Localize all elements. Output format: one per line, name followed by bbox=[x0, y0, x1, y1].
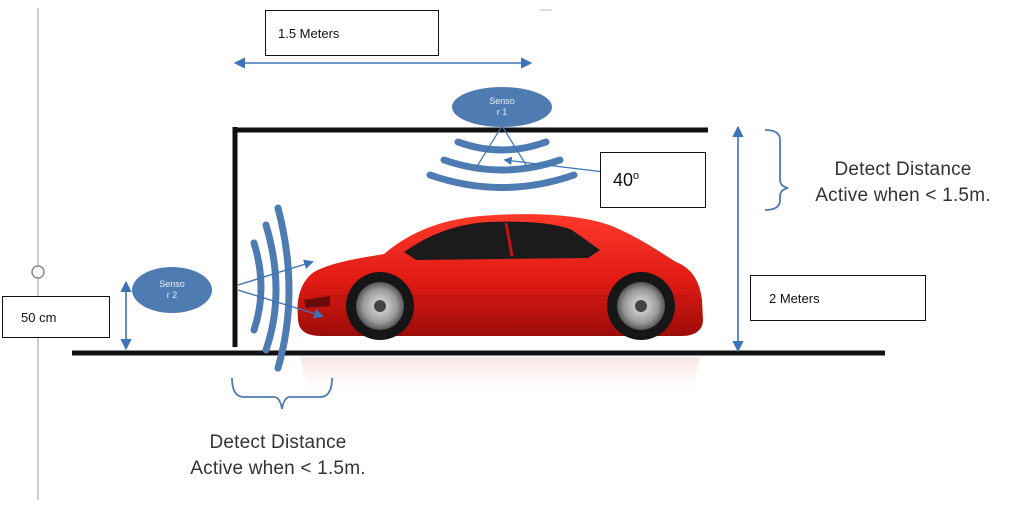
right-caption: Detect Distance Active when < 1.5m. bbox=[775, 157, 1031, 209]
height-measure-box: 2 Meters bbox=[750, 275, 926, 321]
car bbox=[297, 214, 703, 340]
right-caption-line1: Detect Distance bbox=[834, 159, 972, 180]
sensor-2-label: Senso r 2 bbox=[142, 279, 202, 301]
angle-unit: o bbox=[633, 169, 640, 182]
rear-wheel bbox=[607, 272, 675, 340]
right-caption-line2: Active when < 1.5m. bbox=[815, 185, 991, 206]
guide-knob bbox=[31, 265, 45, 279]
right-distance-brace bbox=[764, 129, 789, 211]
width-measure-label: 1.5 Meters bbox=[278, 25, 340, 41]
side-sensor-waves bbox=[250, 204, 293, 372]
side-sensor-beams bbox=[237, 259, 324, 319]
sensor-1-label: Senso r 1 bbox=[472, 96, 532, 118]
height-measure-label: 2 Meters bbox=[769, 290, 820, 306]
top-sensor-waves bbox=[426, 138, 578, 191]
car-grille bbox=[304, 296, 330, 308]
sensor-1-label-line2: r 1 bbox=[496, 107, 508, 117]
car-pillar bbox=[504, 222, 514, 257]
sensor-2-label-line1: Senso bbox=[159, 279, 185, 289]
bottom-distance-brace bbox=[231, 377, 333, 410]
sensor-1 bbox=[452, 87, 552, 127]
bottom-caption-line2: Active when < 1.5m. bbox=[190, 458, 366, 479]
sensor-2-label-line2: r 2 bbox=[166, 290, 178, 300]
front-wheel bbox=[346, 272, 414, 340]
bottom-caption: Detect Distance Active when < 1.5m. bbox=[128, 430, 428, 482]
mount-height-box: 50 cm bbox=[2, 296, 110, 338]
angle-box: 40o bbox=[600, 152, 706, 208]
sensor-1-label-line1: Senso bbox=[489, 96, 515, 106]
sensor-2 bbox=[132, 267, 212, 313]
bottom-caption-line1: Detect Distance bbox=[209, 432, 347, 453]
angle-value: 40 bbox=[613, 169, 634, 190]
top-sensor-angle bbox=[475, 125, 605, 173]
width-measure-box: 1.5 Meters bbox=[265, 10, 439, 56]
angle-label: 40o bbox=[613, 170, 639, 191]
mount-height-label: 50 cm bbox=[21, 309, 57, 325]
car-windows bbox=[404, 221, 600, 260]
car-reflection bbox=[300, 357, 700, 400]
